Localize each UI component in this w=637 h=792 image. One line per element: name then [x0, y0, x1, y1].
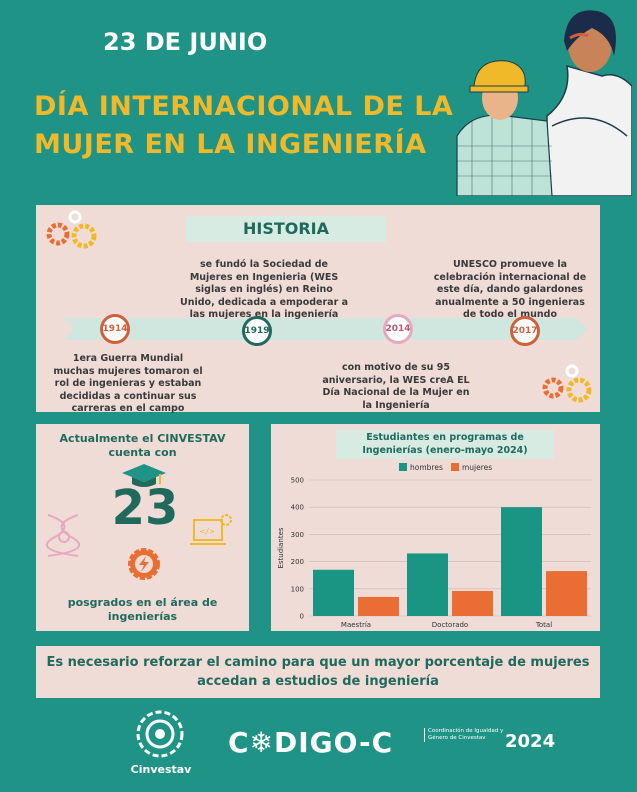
cinvestav-footer-text: posgrados en el área de ingenierías [67, 596, 218, 623]
page-title: DÍA INTERNACIONAL DE LA MUJER EN LA INGE… [34, 88, 454, 164]
event-1914-text: 1era Guerra Mundial muchas mujeres tomar… [53, 353, 203, 414]
y-tick-label: 400 [291, 504, 304, 512]
timeline-pin-1919: 1919 [242, 316, 272, 346]
title-line-1: DÍA INTERNACIONAL DE LA [34, 91, 454, 122]
gear-bolt-icon [128, 548, 160, 580]
event-2017-text: UNESCO promueve la celebración internaci… [433, 259, 587, 320]
bar-mujeres-1 [452, 590, 493, 616]
message-banner [36, 646, 600, 698]
banner-text: Es necesario reforzar el camino para que… [46, 655, 590, 689]
laptop-code-icon: </> [190, 514, 232, 545]
y-tick-label: 200 [291, 558, 304, 566]
y-tick-label: 500 [291, 477, 304, 485]
event-1919-text: se fundó la Sociedad de Mujeres en Ingen… [180, 259, 348, 320]
y-tick-label: 100 [291, 585, 304, 593]
bar-mujeres-0 [358, 596, 399, 616]
legend-swatch-mujeres [451, 463, 459, 471]
cinvestav-heading: Actualmente el CINVESTAV cuenta con [59, 432, 226, 459]
legend-label-hombres: hombres [410, 463, 443, 472]
bar-mujeres-2 [546, 571, 587, 616]
history-title: HISTORIA [186, 216, 386, 242]
timeline-arrow [64, 318, 588, 340]
x-tick-label: Total [535, 621, 552, 629]
event-2014-text: con motivo de su 95 aniversario, la WES … [322, 362, 470, 411]
bar-hombres-1 [407, 553, 448, 616]
graduation-cap-icon [122, 464, 166, 487]
svg-text:</>: </> [200, 527, 215, 536]
timeline-pin-1914: 1914 [100, 314, 130, 344]
x-tick-label: Doctorado [432, 621, 468, 629]
title-line-2: MUJER EN LA INGENIERÍA [34, 129, 427, 160]
y-axis-label: Estudiantes [277, 527, 285, 568]
date-heading: 23 DE JUNIO [103, 28, 268, 56]
chart-title: Estudiantes en programas de Ingenierías … [336, 430, 554, 459]
women-engineers-illustration [456, 10, 632, 196]
postgraduate-count: 23 [111, 480, 179, 536]
legend-label-mujeres: mujeres [462, 463, 492, 472]
dna-icon [46, 514, 80, 557]
footer-year: 2024 [505, 731, 556, 752]
cinvestav-logo [136, 710, 184, 758]
bar-hombres-2 [501, 507, 542, 616]
coordination-label: Coordinación de Igualdad y Género de Cin… [424, 728, 516, 742]
cinvestav-label: Cinvestav [130, 763, 192, 776]
bar-hombres-0 [313, 569, 354, 616]
bar-chart: hombres mujeres 0 100 200 300 400 500 Estudiante… [277, 463, 591, 629]
cinvestav-panel [36, 424, 249, 631]
gears-icon [46, 210, 97, 249]
timeline-pin-2017: 2017 [510, 316, 540, 346]
gears-icon [542, 364, 592, 403]
codigo-c-logo: C❄DIGO-C [228, 726, 394, 759]
x-tick-label: Maestría [341, 621, 371, 629]
y-tick-label: 300 [291, 531, 304, 539]
legend-swatch-hombres [399, 463, 407, 471]
y-tick-label: 0 [300, 613, 304, 621]
timeline-pin-2014: 2014 [383, 314, 413, 344]
